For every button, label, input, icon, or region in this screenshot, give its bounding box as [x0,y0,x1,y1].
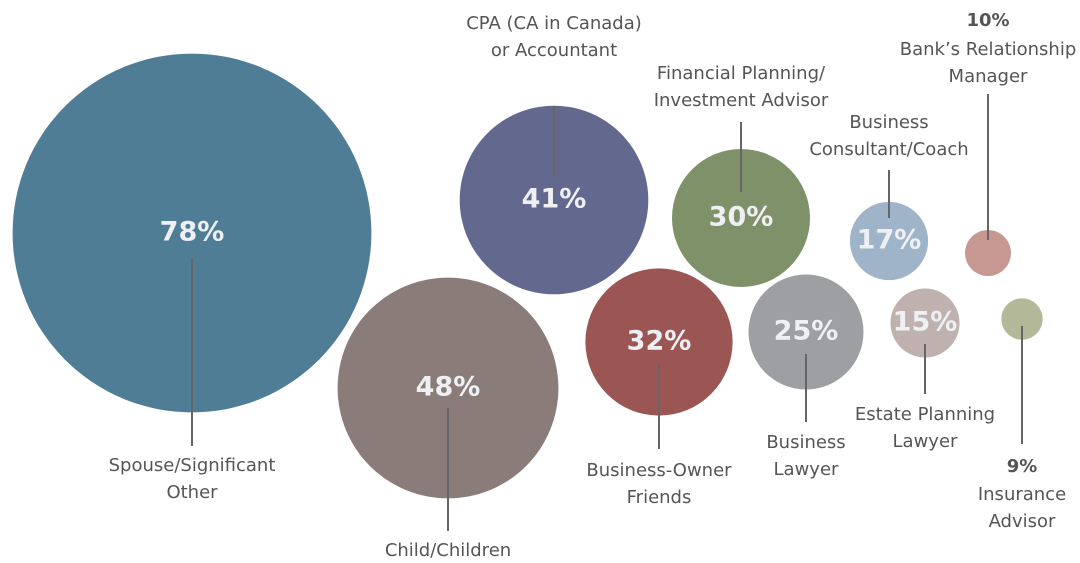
category-label: Friends [627,487,692,508]
value-label: 48% [416,372,481,403]
category-label: Business-Owner [586,460,732,481]
category-label: Lawyer [774,459,840,480]
category-label: CPA (CA in Canada) [466,13,642,34]
bubble [12,53,372,413]
value-label: 32% [627,326,692,357]
bubble [849,201,929,281]
bubble [890,288,960,358]
category-label: Bank’s Relationship [900,39,1077,60]
category-label: Advisor [989,511,1056,532]
bubble [337,277,559,499]
value-label: 78% [160,217,225,248]
bubble [585,268,733,416]
category-label: Spouse/Significant [109,455,276,476]
value-label: 9% [1007,456,1038,477]
value-label: 10% [966,10,1009,31]
category-label: Child/Children [385,540,511,561]
category-label: Manager [949,66,1028,87]
category-label: Insurance [978,484,1066,505]
category-label: Financial Planning/ [657,63,826,84]
bubble [672,149,810,287]
category-label: Consultant/Coach [809,139,968,160]
value-label: 17% [857,225,922,256]
category-label: Other [166,482,218,503]
bubble [965,230,1011,276]
category-label: Business [766,432,845,453]
bubble [748,274,864,390]
category-label: or Accountant [491,40,617,61]
bubble [1001,298,1043,340]
category-label: Business [849,112,928,133]
category-label: Estate Planning [855,404,995,425]
value-label: 30% [709,202,774,233]
bubble [459,105,649,295]
value-label: 25% [774,316,839,347]
value-label: 41% [522,184,587,215]
category-label: Investment Advisor [654,90,829,111]
category-label: Lawyer [893,431,959,452]
value-label: 15% [893,307,958,338]
